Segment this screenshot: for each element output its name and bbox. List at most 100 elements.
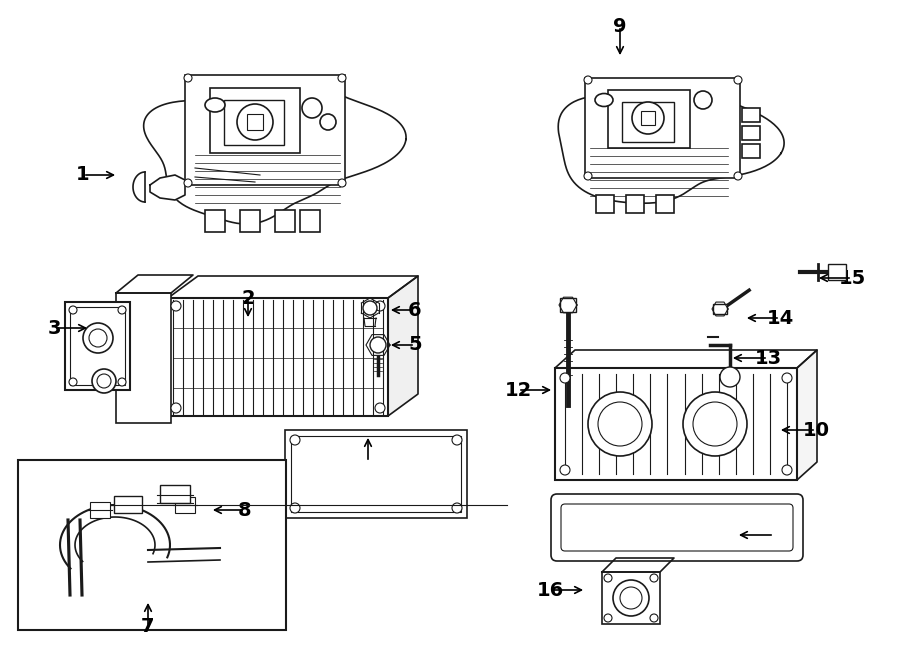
- Circle shape: [604, 614, 612, 622]
- Bar: [656, 195, 674, 213]
- Circle shape: [584, 76, 592, 84]
- Polygon shape: [602, 558, 674, 572]
- Circle shape: [452, 503, 462, 513]
- Circle shape: [338, 74, 346, 82]
- Bar: [828, 264, 846, 280]
- Bar: [622, 102, 674, 142]
- Polygon shape: [555, 350, 817, 368]
- Circle shape: [237, 104, 273, 140]
- Circle shape: [184, 74, 192, 82]
- Circle shape: [560, 373, 570, 383]
- Polygon shape: [150, 175, 185, 200]
- Text: 9: 9: [613, 17, 626, 36]
- Bar: [240, 210, 260, 232]
- Circle shape: [375, 301, 385, 311]
- Circle shape: [694, 91, 712, 109]
- Bar: [560, 298, 576, 312]
- Bar: [626, 195, 644, 213]
- Circle shape: [184, 179, 192, 187]
- Bar: [300, 210, 320, 232]
- Circle shape: [302, 98, 322, 118]
- Circle shape: [320, 114, 336, 130]
- Circle shape: [171, 403, 181, 413]
- Circle shape: [92, 369, 116, 393]
- Bar: [291, 436, 461, 512]
- Text: 15: 15: [839, 269, 866, 287]
- Polygon shape: [116, 275, 193, 293]
- Bar: [585, 78, 740, 178]
- Circle shape: [560, 465, 570, 475]
- Ellipse shape: [595, 93, 613, 107]
- Text: 14: 14: [767, 308, 794, 328]
- Bar: [602, 572, 660, 624]
- Bar: [285, 430, 467, 518]
- Circle shape: [620, 587, 642, 609]
- Bar: [742, 144, 760, 158]
- Circle shape: [650, 614, 658, 622]
- Text: 7: 7: [141, 618, 155, 636]
- Bar: [90, 502, 110, 518]
- Polygon shape: [144, 86, 406, 224]
- Polygon shape: [558, 92, 784, 203]
- Bar: [114, 496, 142, 513]
- Circle shape: [363, 301, 377, 315]
- Bar: [742, 108, 760, 122]
- Bar: [65, 302, 130, 390]
- Text: 6: 6: [409, 301, 422, 320]
- Bar: [70, 307, 125, 385]
- Bar: [555, 368, 797, 480]
- Bar: [168, 298, 388, 416]
- Polygon shape: [388, 276, 418, 416]
- Circle shape: [734, 172, 742, 180]
- Circle shape: [97, 374, 111, 388]
- Text: 5: 5: [409, 336, 422, 354]
- Text: 1: 1: [76, 166, 90, 185]
- Circle shape: [69, 378, 77, 386]
- Text: 13: 13: [754, 348, 781, 367]
- Text: 2: 2: [241, 289, 255, 308]
- Circle shape: [604, 574, 612, 582]
- Circle shape: [683, 392, 747, 456]
- Circle shape: [83, 323, 113, 353]
- Circle shape: [734, 76, 742, 84]
- Bar: [18, 460, 286, 630]
- Circle shape: [171, 301, 181, 311]
- Circle shape: [782, 465, 792, 475]
- FancyBboxPatch shape: [561, 504, 793, 551]
- Circle shape: [632, 102, 664, 134]
- Bar: [596, 195, 614, 213]
- Circle shape: [588, 392, 652, 456]
- Bar: [185, 75, 345, 185]
- Circle shape: [118, 378, 126, 386]
- Circle shape: [370, 337, 386, 353]
- Circle shape: [89, 329, 107, 347]
- Text: 12: 12: [504, 381, 532, 399]
- Circle shape: [693, 402, 737, 446]
- Text: 3: 3: [47, 318, 61, 338]
- Bar: [247, 114, 263, 130]
- Circle shape: [720, 367, 740, 387]
- Circle shape: [375, 403, 385, 413]
- Bar: [608, 90, 690, 148]
- Circle shape: [584, 172, 592, 180]
- Bar: [116, 293, 171, 423]
- Text: 16: 16: [536, 581, 563, 600]
- Bar: [175, 497, 195, 513]
- Text: 11: 11: [760, 526, 788, 545]
- Text: 8: 8: [238, 500, 252, 520]
- Circle shape: [290, 435, 300, 445]
- Bar: [275, 210, 295, 232]
- Circle shape: [69, 306, 77, 314]
- Bar: [160, 485, 190, 503]
- Text: 4: 4: [361, 453, 374, 471]
- Bar: [713, 304, 727, 314]
- FancyBboxPatch shape: [551, 494, 803, 561]
- Bar: [641, 111, 655, 125]
- Circle shape: [118, 306, 126, 314]
- Bar: [205, 210, 225, 232]
- Circle shape: [290, 503, 300, 513]
- Circle shape: [338, 179, 346, 187]
- Circle shape: [650, 574, 658, 582]
- Polygon shape: [797, 350, 817, 480]
- Text: 10: 10: [803, 420, 830, 440]
